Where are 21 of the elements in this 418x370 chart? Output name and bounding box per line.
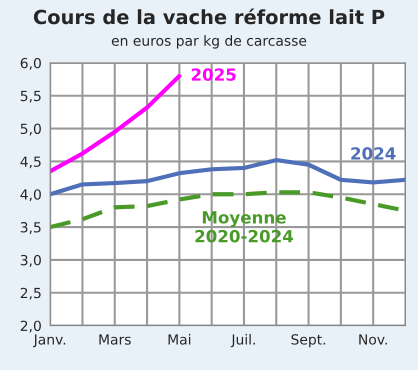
series-label: 2025 (192, 68, 236, 81)
series-label: Moyenne 2020-2024 (195, 211, 294, 242)
y-tick-label: 5,5 (20, 90, 41, 103)
y-tick-label: 3,0 (20, 254, 41, 267)
x-tick-label: Mars (99, 334, 131, 345)
line-series (50, 158, 406, 196)
y-tick-label: 5,0 (20, 124, 41, 136)
y-tick-label: 3,5 (20, 222, 41, 234)
y-tick-label: 2,5 (20, 288, 41, 300)
y-tick-label: 6,0 (20, 58, 41, 70)
line-series (50, 74, 182, 174)
x-tick-label: Mai (168, 334, 190, 345)
chart-title: Cours de la vache réforme lait P (34, 8, 384, 24)
y-tick-label: 4,0 (20, 189, 41, 202)
x-tick-label: Janv. (32, 334, 66, 348)
x-tick-label: Nov. (359, 334, 387, 345)
chart-subtitle: en euros par kg de carcasse (112, 35, 306, 49)
y-tick-label: 2,0 (20, 320, 41, 332)
x-tick-label: Sept. (291, 334, 326, 348)
x-tick-label: Juil. (230, 334, 255, 348)
y-tick-label: 4,5 (20, 156, 41, 168)
